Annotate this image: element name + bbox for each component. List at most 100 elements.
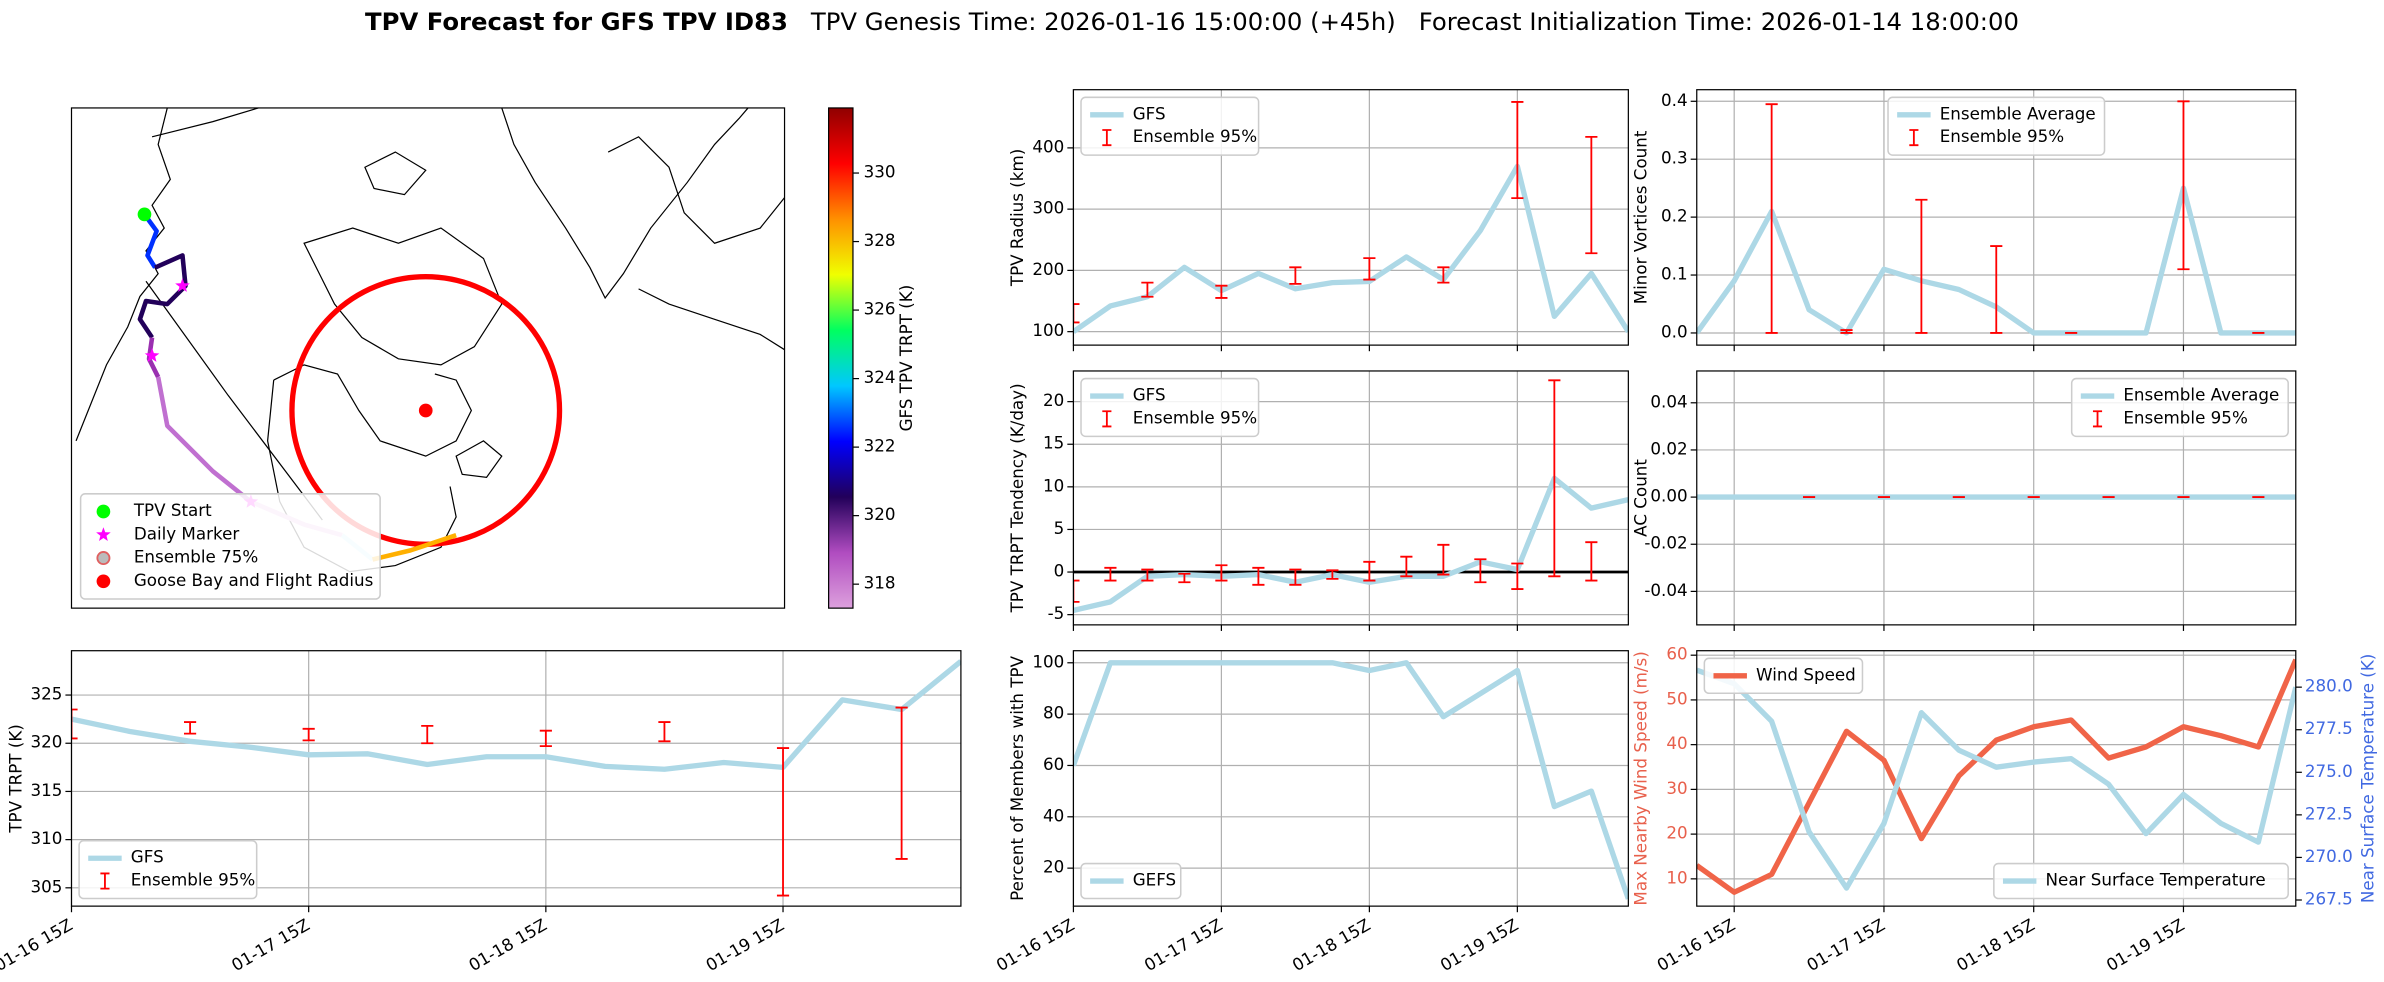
error-bar xyxy=(776,747,790,897)
plot-area xyxy=(1696,658,2296,895)
legend-swatch xyxy=(1102,129,1112,147)
plot-area xyxy=(1696,100,2296,336)
legend-swatch xyxy=(100,872,110,890)
error-bar xyxy=(658,721,671,743)
y2-tick-label: 267.5 xyxy=(2305,889,2353,909)
error-bar xyxy=(1252,566,1265,586)
error-bar xyxy=(1289,266,1302,285)
y2-tick-label: 270.0 xyxy=(2305,846,2353,866)
line xyxy=(71,659,961,772)
track xyxy=(142,213,159,269)
coastline xyxy=(501,107,749,300)
y2-tick-label: 280.0 xyxy=(2305,676,2353,696)
x-tick-label: 01-18 15Z xyxy=(465,914,550,975)
y-tick-label: 50 xyxy=(1666,688,1687,708)
y-tick-label: 315 xyxy=(30,780,62,800)
colorbar-tick-label: 318 xyxy=(864,573,896,593)
error-bar xyxy=(1363,560,1376,582)
error-bar xyxy=(1141,568,1154,582)
title-main: TPV Forecast for GFS TPV ID83 xyxy=(365,7,788,36)
y-tick-label: 0.0 xyxy=(1661,321,1688,341)
colorbar-label: GFS TPV TRPT (K) xyxy=(896,285,916,432)
error-bar xyxy=(71,708,78,740)
legend-box xyxy=(1080,862,1182,900)
coastline xyxy=(455,440,503,479)
legend-box xyxy=(1887,96,2106,156)
y-axis-label: AC Count xyxy=(1631,459,1651,537)
panel: -5 0 5 10 15 20 TPV TRPT Tendency (K/day) GFSEn… xyxy=(1007,370,1629,631)
axes-frame xyxy=(1696,650,2297,907)
x-tick-label: 01-16 15Z xyxy=(1653,914,1738,975)
line xyxy=(1073,660,1629,900)
error-bar xyxy=(1073,303,1080,324)
y-tick-label: 0.4 xyxy=(1661,90,1688,110)
coastline xyxy=(151,107,259,138)
y-tick-label: 310 xyxy=(30,828,62,848)
y-tick-label: 80 xyxy=(1043,703,1064,723)
legend-label: GFS xyxy=(1133,385,1166,405)
x-tick-label: 01-16 15Z xyxy=(0,914,76,975)
y2-tick-label: 275.0 xyxy=(2305,761,2353,781)
map-frame xyxy=(70,107,786,609)
legend-label: Ensemble 95% xyxy=(1133,407,1257,427)
legend-label: Ensemble 95% xyxy=(1940,126,2064,146)
track xyxy=(137,253,188,339)
error-bar xyxy=(2177,100,2190,271)
panel: -0.04 -0.02 0.00 0.02 0.04 AC Count Ensemble A… xyxy=(1631,370,2297,631)
error-bar xyxy=(1585,541,1598,582)
legend-label: Wind Speed xyxy=(1756,664,1856,684)
colorbar-tick-label: 320 xyxy=(864,504,896,524)
y-axis-label: TPV TRPT Tendency (K/day) xyxy=(1007,383,1027,613)
error-bar xyxy=(1585,135,1598,255)
legend-swatch xyxy=(2092,410,2103,428)
legend-label: GEFS xyxy=(1133,870,1176,890)
y2-tick-label: 272.5 xyxy=(2305,803,2353,823)
y-tick-label: 20 xyxy=(1666,823,1687,843)
y-tick-label: 0 xyxy=(1054,561,1065,581)
error-bar xyxy=(302,727,315,742)
y-tick-label: 325 xyxy=(30,684,62,704)
title-init: Forecast Initialization Time: 2026-01-14… xyxy=(1419,7,2019,36)
error-bar xyxy=(1104,566,1117,582)
error-bar xyxy=(1511,101,1524,200)
legend-box xyxy=(1080,96,1260,156)
coastline xyxy=(638,288,785,351)
error-bar xyxy=(1400,555,1413,578)
legend-label: GFS xyxy=(1133,103,1166,123)
legend-label: Ensemble 95% xyxy=(1133,126,1257,146)
daily-marker xyxy=(175,278,190,292)
y-tick-label: 20 xyxy=(1043,857,1064,877)
x-tick-label: 01-18 15Z xyxy=(1289,914,1374,975)
error-bar xyxy=(184,721,197,735)
legend-label: Ensemble Average xyxy=(1940,103,2096,123)
y-tick-label: -0.04 xyxy=(1644,580,1687,600)
plot-area xyxy=(1073,660,1629,900)
x-tick-label: 01-19 15Z xyxy=(702,914,787,975)
colorbar-tick-label: 324 xyxy=(864,367,896,387)
line xyxy=(1696,658,2296,895)
figure-title: TPV Forecast for GFS TPV ID83 TPV Genesi… xyxy=(365,7,2019,36)
axes-frame xyxy=(1696,370,2297,626)
legend-label: TPV Start xyxy=(133,500,212,520)
error-bar xyxy=(1215,284,1228,299)
legend-box xyxy=(1080,377,1260,438)
y-tick-label: 305 xyxy=(30,876,62,896)
error-bar xyxy=(1141,281,1154,298)
y-tick-label: 30 xyxy=(1666,778,1687,798)
axes-frame xyxy=(1696,89,2297,346)
panel: 01-16 15Z 01-17 15Z 01-18 15Z 01-19 15Z 10 20… xyxy=(1631,644,2378,975)
plot-area xyxy=(1073,379,1629,613)
y-tick-label: 60 xyxy=(1043,754,1064,774)
legend-label: Ensemble 75% xyxy=(134,547,258,567)
y-tick-label: 0.04 xyxy=(1650,391,1687,411)
y-tick-label: 0.02 xyxy=(1650,438,1687,458)
error-bar xyxy=(1990,245,2003,334)
map-panel: TPV Start Daily Marker Ensemble 75% Goose B… xyxy=(70,107,916,609)
y-tick-label: 200 xyxy=(1032,259,1064,279)
y-tick-label: 20 xyxy=(1043,390,1064,410)
legend-label: Ensemble 95% xyxy=(2123,407,2247,427)
x-tick-label: 01-19 15Z xyxy=(2103,914,2188,975)
panel: 01-16 15Z 01-17 15Z 01-18 15Z 01-19 15Z 305 3… xyxy=(0,650,962,975)
plot-area xyxy=(1073,101,1629,334)
